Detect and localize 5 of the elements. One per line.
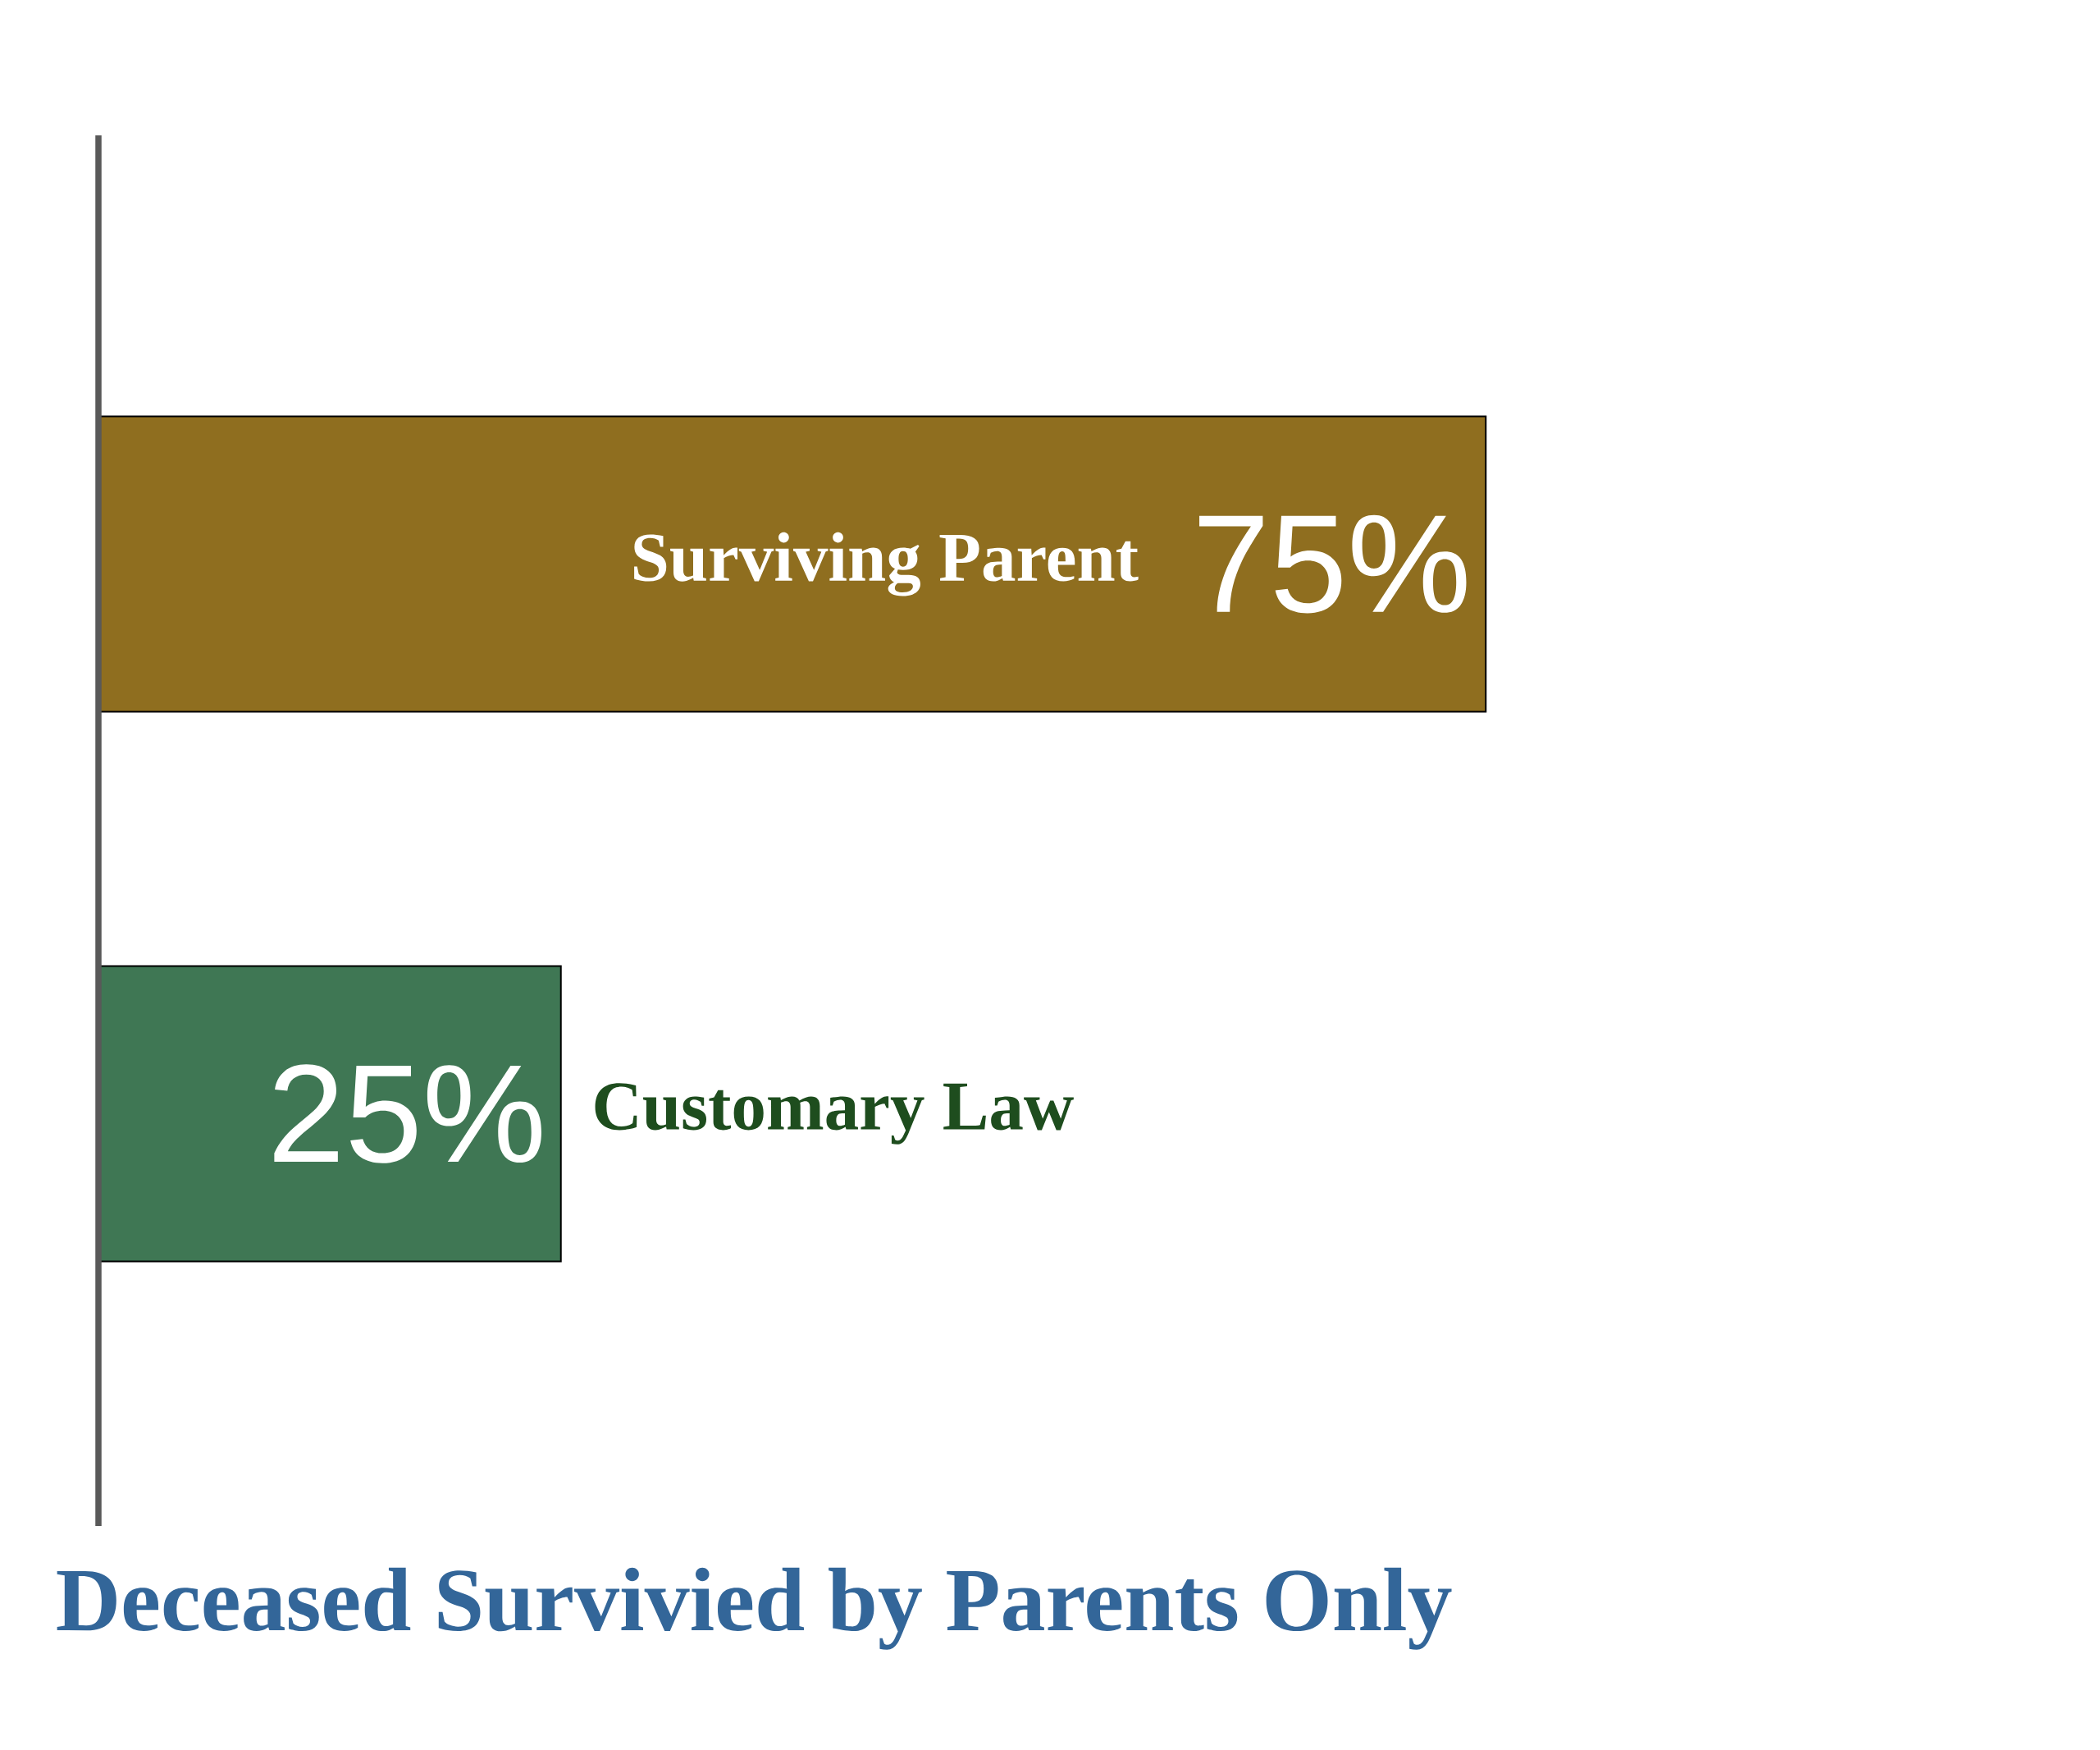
y-tick-label: Customary Law — [595, 1083, 1074, 1145]
y-tick-label: Surviving Parent — [634, 532, 1139, 596]
text: Deceased Survivied by Parents Only — [57, 1567, 1452, 1650]
data-label: 25% — [274, 1064, 541, 1163]
data-label: 75% — [1199, 514, 1467, 614]
